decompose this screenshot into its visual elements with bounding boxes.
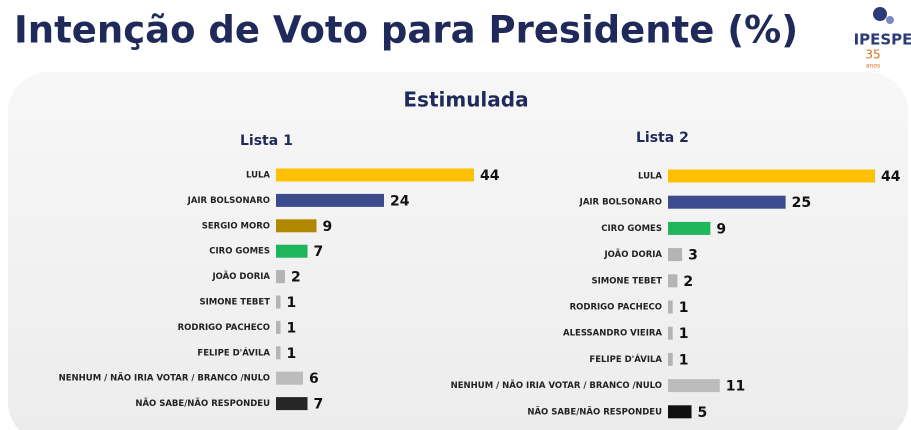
bar [668,221,711,235]
value-label: 1 [287,346,297,362]
bar [668,274,678,288]
category-label: SIMONE TEBET [199,298,270,308]
logo: IPESPE 35 anos [854,7,911,70]
value-label: 2 [683,274,693,290]
bar [276,346,281,360]
logo-icon [873,7,887,21]
bar [668,352,673,366]
bar [276,219,317,233]
chart-title: Lista 2 [636,130,689,146]
logo-number: 35 [865,48,880,62]
category-label: NÃO SABE/NÃO RESPONDEU [527,406,662,417]
title: Intenção de Voto para Presidente (%) [14,9,798,52]
category-label: RODRIGO PACHECO [178,323,270,333]
value-label: 1 [679,300,689,316]
category-label: JOÃO DORIA [212,271,271,282]
category-label: NÃO SABE/NÃO RESPONDEU [135,398,270,409]
chart-title: Lista 1 [240,133,293,149]
value-label: 1 [287,295,297,311]
bar [668,248,683,262]
category-label: RODRIGO PACHECO [570,303,662,313]
logo-name: IPESPE [854,31,911,49]
value-label: 7 [314,244,324,260]
bar [276,320,281,334]
bar [668,326,673,340]
bar [276,371,303,385]
bar [668,300,673,314]
panel [8,72,908,430]
category-label: LULA [638,172,662,182]
logo-caption: anos [866,63,880,70]
bar [276,244,308,258]
category-label: ALESSANDRO VIEIRA [563,329,662,339]
category-label: FELIPE D'ÁVILA [197,346,270,358]
category-label: CIRO GOMES [601,224,662,234]
category-label: FELIPE D'ÁVILA [589,353,662,365]
category-label: JAIR BOLSONARO [579,198,662,208]
bar [276,193,384,207]
value-label: 2 [291,270,301,286]
category-label: SIMONE TEBET [591,276,662,286]
value-label: 7 [314,397,324,413]
category-label: LULA [246,171,270,181]
value-label: 11 [726,379,745,395]
bar [668,405,692,419]
subtitle: Estimulada [403,88,528,112]
value-label: 9 [716,221,726,237]
value-label: 5 [698,405,708,421]
bar [276,397,308,411]
category-label: SERGIO MORO [202,221,270,231]
value-label: 25 [792,195,811,211]
value-label: 44 [881,169,901,185]
bar [276,168,474,182]
category-label: NENHUM / NÃO IRIA VOTAR / BRANCO /NULO [451,380,662,391]
logo-icon [886,16,894,24]
category-label: JAIR BOLSONARO [187,196,270,206]
value-label: 1 [679,352,689,368]
category-label: JOÃO DORIA [604,249,663,260]
bar [668,195,786,209]
bar [276,270,285,284]
category-label: CIRO GOMES [209,247,270,257]
bar [276,295,281,309]
category-label: NENHUM / NÃO IRIA VOTAR / BRANCO /NULO [59,373,270,384]
value-label: 9 [323,219,333,235]
value-label: 24 [390,193,410,209]
value-label: 3 [688,248,698,264]
value-label: 1 [679,326,689,342]
value-label: 6 [309,371,319,387]
value-label: 44 [480,168,500,184]
bar [668,379,720,393]
bar [668,169,875,183]
value-label: 1 [287,320,297,336]
